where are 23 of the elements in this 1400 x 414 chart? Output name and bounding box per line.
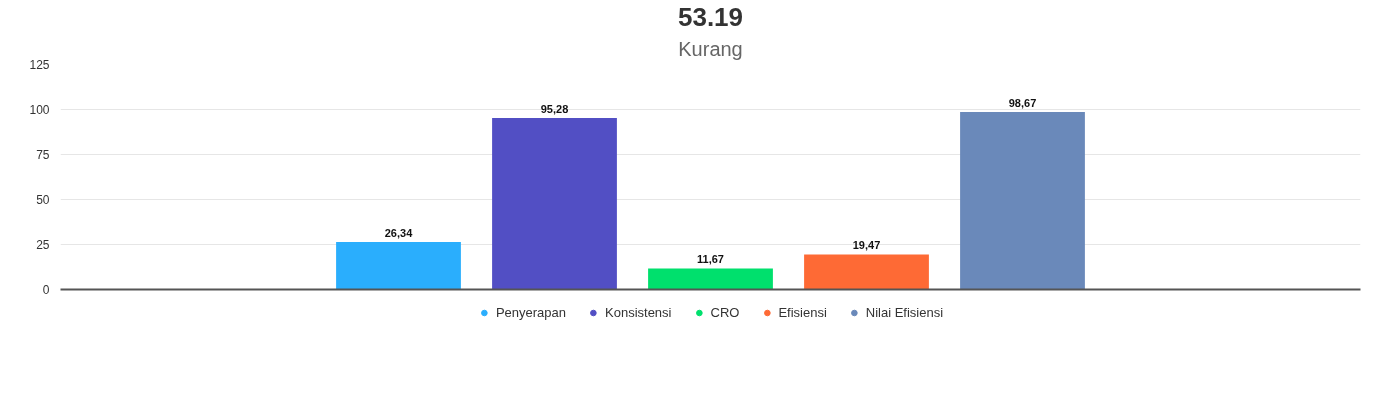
legend-label: CRO: [710, 304, 740, 320]
legend-label: Efisiensi: [778, 304, 827, 320]
y-tick-label: 50: [36, 193, 50, 207]
bar: [960, 111, 1085, 290]
data-label: 95,28: [540, 103, 569, 115]
data-label: 26,34: [384, 227, 414, 240]
bar: [492, 118, 617, 290]
legend-label: Nilai Efisiensi: [865, 304, 944, 320]
bar: [336, 242, 461, 290]
legend-label: Penyerapan: [495, 304, 567, 320]
y-tick-label: 25: [36, 238, 50, 252]
legend-label: Konsistensi: [605, 304, 672, 320]
chart-subtitle: Kurang: [678, 37, 743, 60]
y-tick-label: 100: [29, 103, 50, 117]
bar: [804, 254, 929, 290]
data-label: 11,67: [697, 253, 724, 266]
data-label: 98,67: [1008, 96, 1037, 109]
y-tick-label: 75: [36, 148, 50, 162]
y-tick-label: 0: [42, 283, 50, 297]
data-label: 19,47: [852, 239, 881, 252]
bar: [648, 268, 773, 290]
chart-title: 53.19: [677, 1, 744, 32]
y-tick-label: 125: [29, 58, 50, 72]
